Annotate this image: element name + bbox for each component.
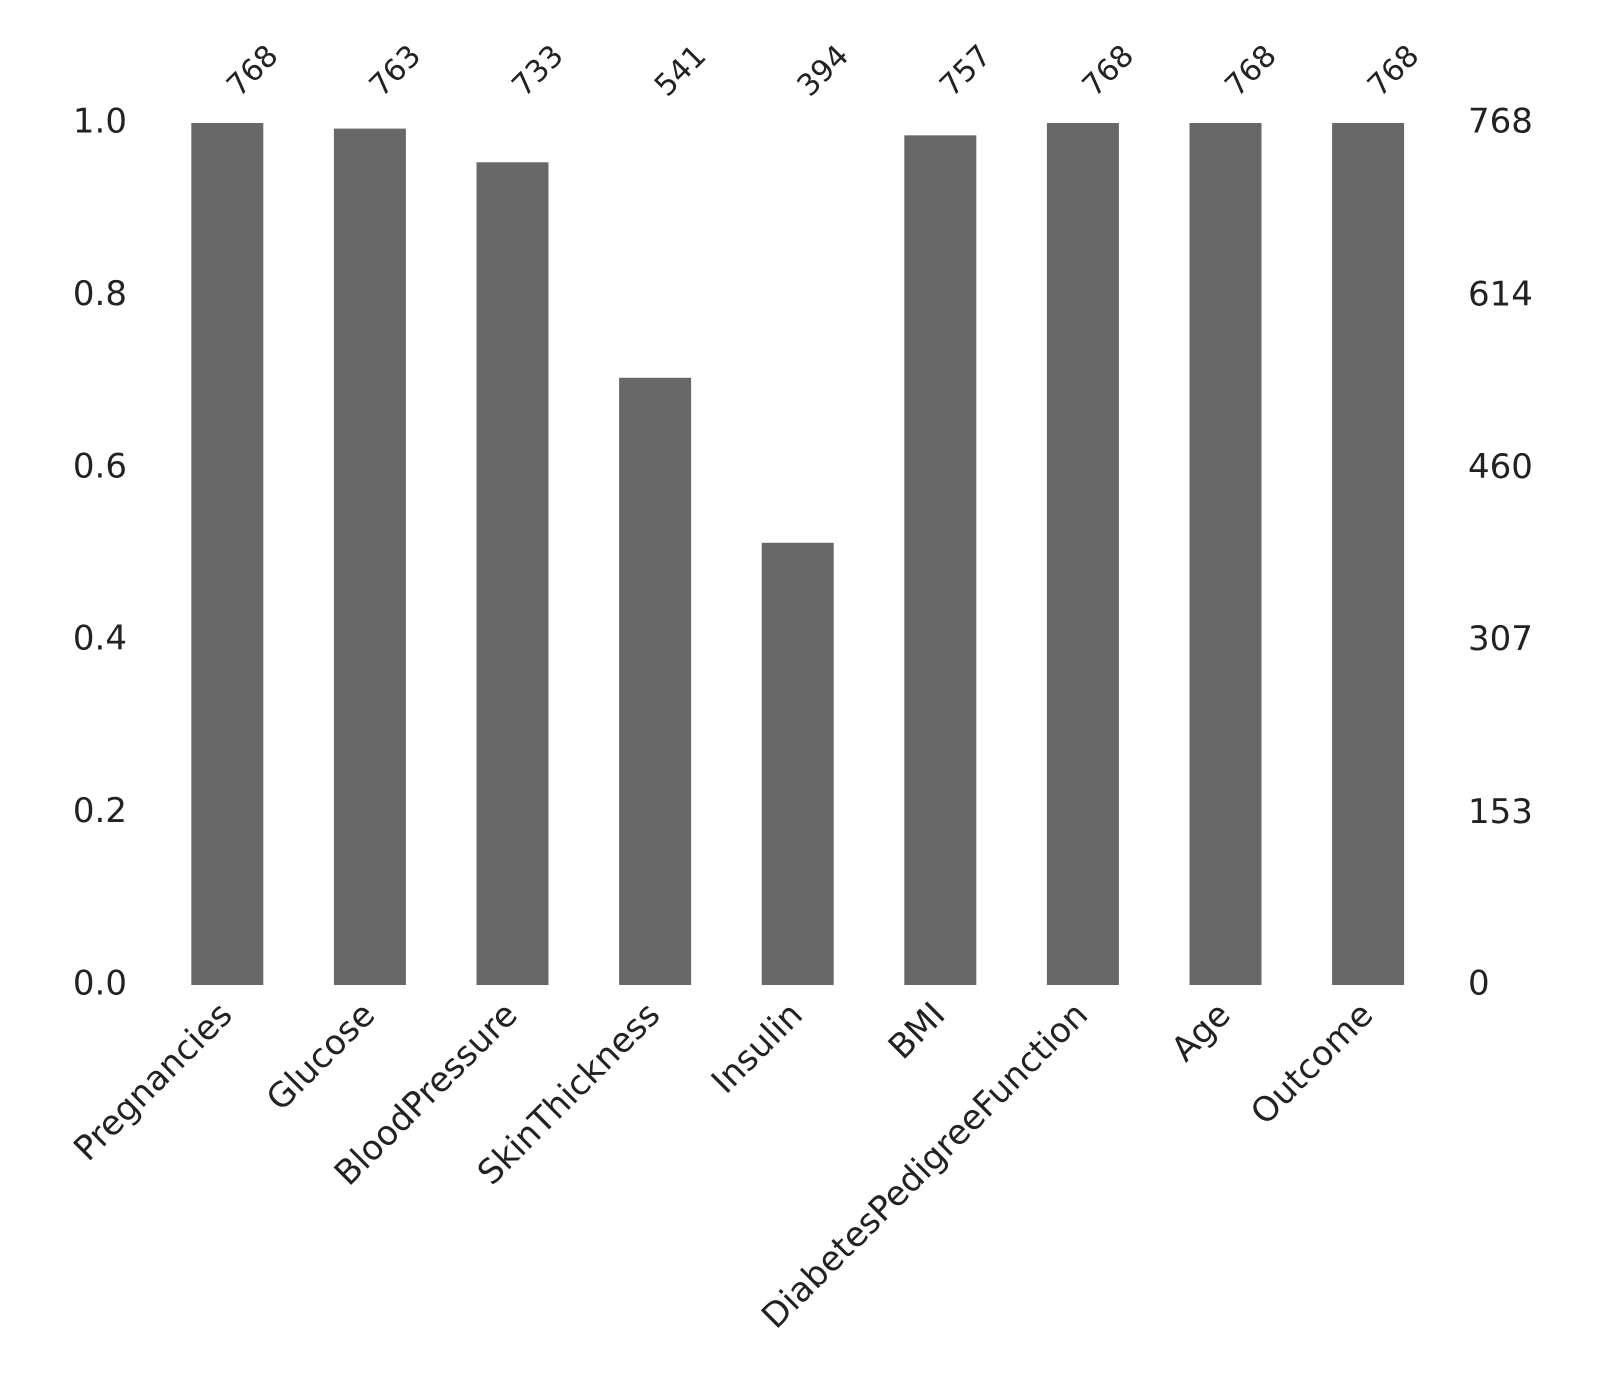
- y2-tick-label: 614: [1468, 274, 1533, 314]
- x-tick-label: Insulin: [704, 995, 811, 1102]
- y-tick-label: 0.8: [73, 274, 127, 314]
- y2-tick-label: 0: [1468, 964, 1490, 1004]
- y2-tick-label: 307: [1468, 619, 1533, 659]
- x-tick-label: Pregnancies: [66, 995, 240, 1169]
- y2-tick-label: 768: [1468, 102, 1533, 142]
- bar: [1332, 123, 1405, 985]
- x-tick-label: Age: [1164, 995, 1239, 1070]
- value-label: 763: [363, 38, 428, 103]
- x-tick-label: Outcome: [1243, 995, 1381, 1133]
- value-label: 768: [1218, 38, 1283, 103]
- y2-tick-label: 153: [1468, 792, 1533, 832]
- bar: [191, 123, 264, 985]
- y-tick-label: 0.4: [73, 619, 127, 659]
- y-tick-label: 0.6: [73, 446, 127, 486]
- x-tick-label: BMI: [881, 995, 954, 1068]
- y2-tick-label: 460: [1468, 447, 1533, 487]
- bar: [1046, 123, 1119, 985]
- value-label: 733: [505, 38, 570, 103]
- bar: [904, 135, 977, 985]
- value-label: 768: [220, 38, 285, 103]
- value-label: 541: [648, 38, 713, 103]
- y-tick-label: 0.2: [73, 791, 127, 831]
- bar: [476, 162, 549, 985]
- value-label: 768: [1361, 38, 1426, 103]
- bar: [761, 542, 834, 985]
- y-tick-label: 0.0: [73, 964, 127, 1004]
- y-tick-label: 1.0: [73, 102, 127, 142]
- bar: [619, 377, 692, 986]
- value-label: 757: [933, 38, 998, 103]
- bar: [1189, 123, 1262, 985]
- bar: [333, 128, 406, 985]
- x-tick-label: Glucose: [259, 995, 383, 1119]
- value-label: 768: [1076, 38, 1141, 103]
- value-label: 394: [791, 38, 856, 103]
